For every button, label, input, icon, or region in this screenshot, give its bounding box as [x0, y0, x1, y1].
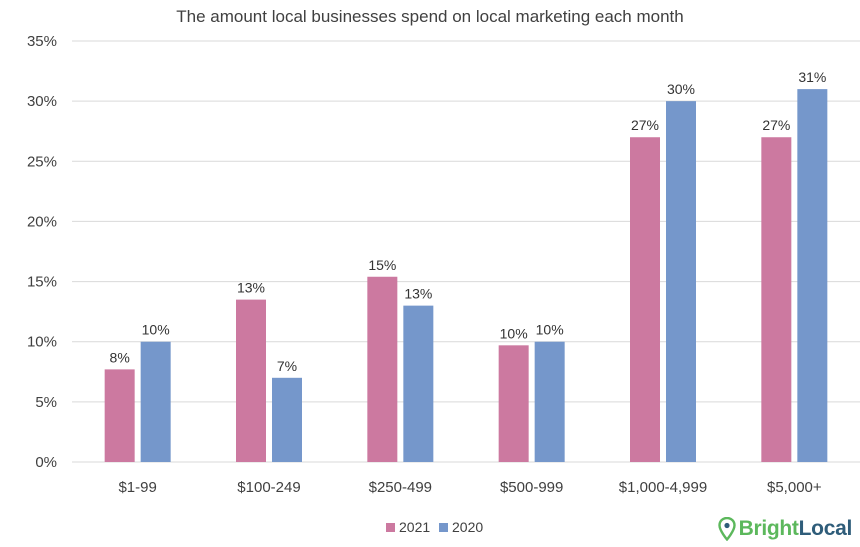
bar-2020-5: [797, 89, 828, 462]
data-label-2021-4: 27%: [631, 117, 659, 133]
bar-2020-4: [666, 101, 696, 463]
x-axis-categories: $1-99 $100-249 $250-499 $500-999 $1,000-4,99…: [118, 479, 821, 496]
gridlines: [72, 40, 860, 463]
data-labels: 8% 10% 13% 7% 15% 13% 10% 10% 27% 30% 27% 31%: [110, 69, 827, 374]
data-label-2020-2: 13%: [404, 286, 432, 302]
data-label-2020-4: 30%: [667, 81, 695, 97]
bar-2021-4: [630, 137, 660, 462]
x-category-label: $100-249: [237, 479, 300, 496]
x-category-label: $1-99: [118, 479, 156, 496]
data-label-2020-1: 7%: [277, 358, 297, 374]
bar-2021-0: [104, 369, 135, 462]
legend-label-2020: 2020: [452, 519, 483, 535]
data-label-2021-2: 15%: [368, 257, 396, 273]
brightlocal-logo: BrightLocal: [717, 517, 853, 541]
y-axis-ticks: 0% 5% 10% 15% 20% 25% 30% 35%: [27, 33, 57, 471]
bar-2021-5: [761, 137, 792, 462]
data-label-2020-0: 10%: [142, 322, 170, 338]
bar-2021-1: [236, 299, 266, 462]
bar-2020-1: [272, 377, 302, 462]
x-category-label: $250-499: [369, 479, 432, 496]
data-label-2020-3: 10%: [536, 322, 564, 338]
chart-title: The amount local businesses spend on loc…: [176, 7, 683, 26]
x-category-label: $500-999: [500, 479, 563, 496]
bar-2020-2: [403, 305, 434, 462]
data-label-2021-1: 13%: [237, 280, 265, 296]
data-label-2021-3: 10%: [500, 325, 528, 341]
data-label-2020-5: 31%: [798, 69, 826, 85]
brand-name-part1: Bright: [738, 517, 799, 540]
map-pin-icon: [717, 517, 736, 541]
y-tick-label: 30%: [27, 93, 57, 110]
y-tick-label: 35%: [27, 33, 57, 50]
x-category-label: $5,000+: [767, 479, 822, 496]
legend-label-2021: 2021: [399, 519, 430, 535]
y-tick-label: 15%: [27, 274, 57, 291]
bar-2020-3: [534, 341, 565, 462]
y-tick-label: 20%: [27, 213, 57, 230]
legend-swatch-2020: [439, 523, 448, 532]
legend: 2021 2020: [386, 519, 483, 535]
bar-2020-0: [140, 341, 171, 462]
y-tick-label: 25%: [27, 153, 57, 170]
y-tick-label: 5%: [35, 394, 57, 411]
y-tick-label: 10%: [27, 334, 57, 351]
data-label-2021-0: 8%: [110, 349, 130, 365]
y-tick-label: 0%: [35, 454, 57, 471]
bar-2021-2: [367, 276, 398, 462]
x-category-label: $1,000-4,999: [619, 479, 707, 496]
legend-swatch-2021: [386, 523, 395, 532]
brand-name-part2: Local: [798, 517, 853, 540]
bars: [104, 89, 828, 463]
data-label-2021-5: 27%: [762, 117, 790, 133]
bar-2021-3: [498, 345, 529, 462]
